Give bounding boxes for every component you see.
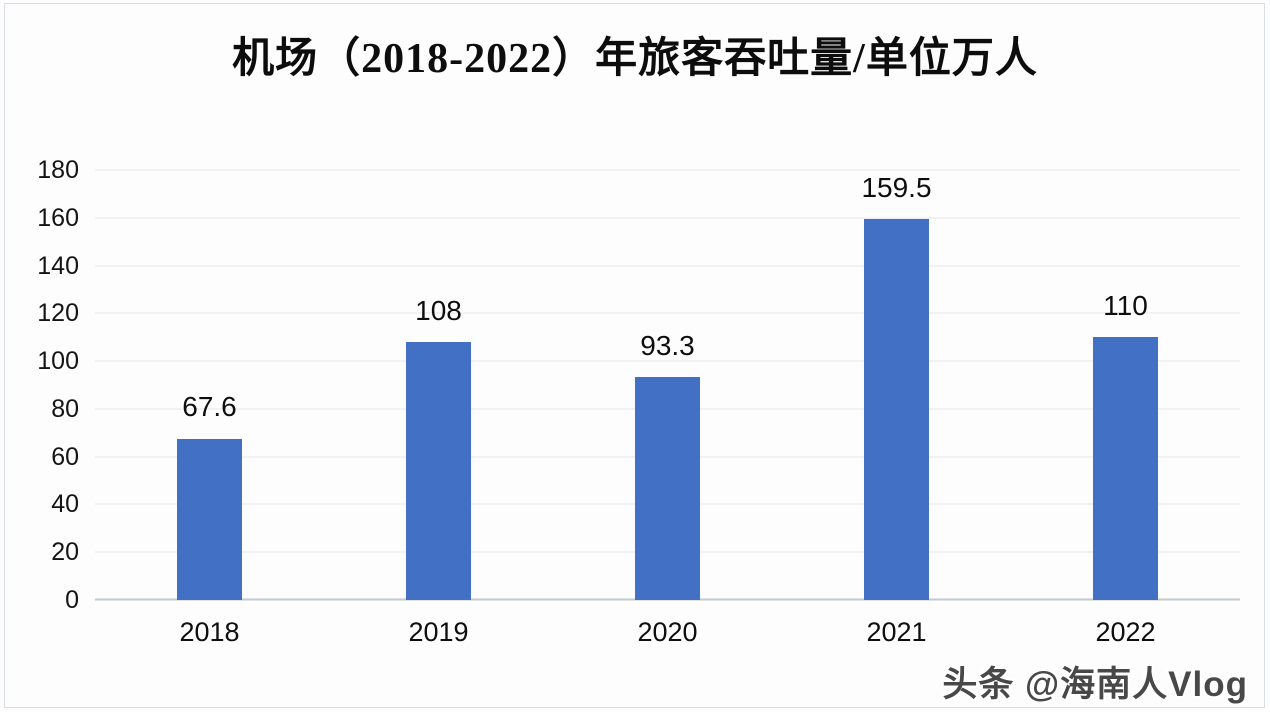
gridline: [95, 169, 1240, 171]
bar-value-label: 108: [415, 294, 462, 326]
y-axis-tick-label: 100: [37, 347, 79, 376]
bar-2018: [177, 438, 242, 600]
gridline: [95, 360, 1240, 362]
y-axis-tick-label: 40: [51, 490, 79, 519]
gridline: [95, 217, 1240, 219]
bar-value-label: 110: [1103, 289, 1148, 321]
x-axis-tick-label: 2018: [179, 617, 240, 647]
x-axis-tick-label: 2021: [866, 617, 927, 647]
x-axis-tick-label: 2020: [637, 617, 698, 647]
chart-title: 机场（2018-2022）年旅客吞吐量/单位万人: [232, 36, 1038, 82]
x-axis-tick-label: 2019: [408, 617, 469, 647]
watermark: 头条 @海南人Vlog: [942, 665, 1248, 704]
gridline: [95, 312, 1240, 314]
y-axis-tick-label: 160: [37, 203, 79, 232]
plot-area: 0 20 40 60 80 100 120 140 160 180 67.6 2018 108 2019 9…: [37, 156, 1240, 647]
y-axis-tick-label: 0: [65, 586, 79, 614]
y-axis-tick-label: 140: [37, 251, 79, 280]
bar-2020: [635, 377, 700, 600]
y-axis-tick-label: 80: [51, 394, 79, 423]
y-axis-tick-label: 60: [51, 442, 79, 471]
bar-value-label: 67.6: [182, 391, 237, 423]
y-axis-tick-label: 180: [37, 156, 79, 184]
bar-2019: [406, 342, 471, 600]
bar-2022: [1093, 337, 1158, 600]
gridline: [95, 265, 1240, 267]
bar-value-label: 93.3: [640, 329, 695, 361]
y-axis-tick-label: 120: [37, 299, 79, 328]
bar-value-label: 159.5: [861, 171, 932, 203]
x-axis-tick-label: 2022: [1095, 617, 1156, 647]
y-axis-tick-label: 20: [51, 538, 79, 567]
bar-2021: [864, 218, 929, 600]
